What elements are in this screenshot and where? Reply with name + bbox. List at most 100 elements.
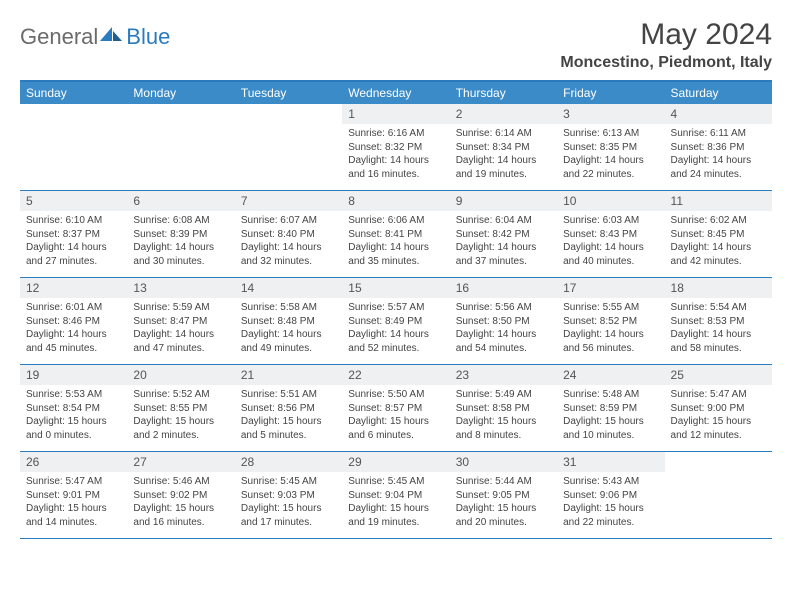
day-cell: 12Sunrise: 6:01 AMSunset: 8:46 PMDayligh… <box>20 278 127 364</box>
day-line: Sunrise: 5:51 AM <box>241 388 336 402</box>
day-line: Sunrise: 5:52 AM <box>133 388 228 402</box>
day-number: 15 <box>342 278 449 298</box>
day-line: Sunrise: 5:44 AM <box>456 475 551 489</box>
day-cell <box>665 452 772 538</box>
day-number: 14 <box>235 278 342 298</box>
day-body: Sunrise: 5:56 AMSunset: 8:50 PMDaylight:… <box>450 298 557 361</box>
day-body: Sunrise: 5:55 AMSunset: 8:52 PMDaylight:… <box>557 298 664 361</box>
header: General Blue May 2024 Moncestino, Piedmo… <box>20 18 772 72</box>
day-number: 2 <box>450 104 557 124</box>
day-cell: 30Sunrise: 5:44 AMSunset: 9:05 PMDayligh… <box>450 452 557 538</box>
day-line: Sunrise: 6:10 AM <box>26 214 121 228</box>
day-body: Sunrise: 5:47 AMSunset: 9:00 PMDaylight:… <box>665 385 772 448</box>
day-line: and 37 minutes. <box>456 255 551 269</box>
month-title: May 2024 <box>560 18 772 52</box>
day-body <box>127 110 234 119</box>
day-body: Sunrise: 5:44 AMSunset: 9:05 PMDaylight:… <box>450 472 557 535</box>
day-body: Sunrise: 5:52 AMSunset: 8:55 PMDaylight:… <box>127 385 234 448</box>
day-line: Daylight: 14 hours <box>348 154 443 168</box>
day-number: 29 <box>342 452 449 472</box>
day-body: Sunrise: 5:53 AMSunset: 8:54 PMDaylight:… <box>20 385 127 448</box>
day-number: 13 <box>127 278 234 298</box>
day-line: Daylight: 15 hours <box>241 415 336 429</box>
day-line: Sunset: 8:55 PM <box>133 402 228 416</box>
day-line: Sunrise: 5:58 AM <box>241 301 336 315</box>
day-line: Sunset: 9:05 PM <box>456 489 551 503</box>
day-line: Sunrise: 5:55 AM <box>563 301 658 315</box>
day-line: Daylight: 15 hours <box>26 415 121 429</box>
day-line: Daylight: 14 hours <box>133 241 228 255</box>
day-line: and 49 minutes. <box>241 342 336 356</box>
day-number: 10 <box>557 191 664 211</box>
day-number: 3 <box>557 104 664 124</box>
day-line: Daylight: 14 hours <box>563 154 658 168</box>
day-line: Sunrise: 5:48 AM <box>563 388 658 402</box>
day-number: 9 <box>450 191 557 211</box>
dow-cell: Saturday <box>665 82 772 104</box>
day-cell: 6Sunrise: 6:08 AMSunset: 8:39 PMDaylight… <box>127 191 234 277</box>
day-line: Sunset: 9:01 PM <box>26 489 121 503</box>
day-line: Sunrise: 6:16 AM <box>348 127 443 141</box>
day-line: Daylight: 14 hours <box>563 328 658 342</box>
day-line: Sunset: 8:32 PM <box>348 141 443 155</box>
day-body: Sunrise: 5:43 AMSunset: 9:06 PMDaylight:… <box>557 472 664 535</box>
logo: General Blue <box>20 18 170 50</box>
day-number: 23 <box>450 365 557 385</box>
day-line: Sunrise: 5:47 AM <box>671 388 766 402</box>
day-line: and 56 minutes. <box>563 342 658 356</box>
day-body: Sunrise: 6:03 AMSunset: 8:43 PMDaylight:… <box>557 211 664 274</box>
day-cell: 16Sunrise: 5:56 AMSunset: 8:50 PMDayligh… <box>450 278 557 364</box>
day-line: Daylight: 15 hours <box>26 502 121 516</box>
day-line: Daylight: 14 hours <box>241 328 336 342</box>
day-line: Daylight: 14 hours <box>671 328 766 342</box>
day-line: Sunset: 8:50 PM <box>456 315 551 329</box>
day-line: and 27 minutes. <box>26 255 121 269</box>
day-line: and 32 minutes. <box>241 255 336 269</box>
day-line: Sunrise: 6:03 AM <box>563 214 658 228</box>
day-line: Sunrise: 6:07 AM <box>241 214 336 228</box>
day-number: 27 <box>127 452 234 472</box>
day-line: Sunset: 8:43 PM <box>563 228 658 242</box>
day-line: Sunrise: 6:11 AM <box>671 127 766 141</box>
day-line: Sunset: 8:54 PM <box>26 402 121 416</box>
day-number: 4 <box>665 104 772 124</box>
dow-cell: Thursday <box>450 82 557 104</box>
dow-cell: Monday <box>127 82 234 104</box>
day-line: and 47 minutes. <box>133 342 228 356</box>
day-line: and 14 minutes. <box>26 516 121 530</box>
week-row: 5Sunrise: 6:10 AMSunset: 8:37 PMDaylight… <box>20 191 772 278</box>
day-line: Sunset: 9:06 PM <box>563 489 658 503</box>
day-line: Sunset: 8:57 PM <box>348 402 443 416</box>
day-body: Sunrise: 6:14 AMSunset: 8:34 PMDaylight:… <box>450 124 557 187</box>
day-line: Sunset: 8:35 PM <box>563 141 658 155</box>
calendar: SundayMondayTuesdayWednesdayThursdayFrid… <box>20 80 772 539</box>
day-number: 19 <box>20 365 127 385</box>
day-line: Daylight: 15 hours <box>348 415 443 429</box>
day-number: 17 <box>557 278 664 298</box>
day-line: and 45 minutes. <box>26 342 121 356</box>
day-line: and 35 minutes. <box>348 255 443 269</box>
day-line: Sunset: 8:46 PM <box>26 315 121 329</box>
day-line: Sunset: 9:00 PM <box>671 402 766 416</box>
day-line: Sunrise: 5:43 AM <box>563 475 658 489</box>
day-body: Sunrise: 5:58 AMSunset: 8:48 PMDaylight:… <box>235 298 342 361</box>
day-number: 16 <box>450 278 557 298</box>
day-line: and 20 minutes. <box>456 516 551 530</box>
logo-text-a: General <box>20 24 98 50</box>
day-line: Sunset: 9:04 PM <box>348 489 443 503</box>
day-line: Daylight: 14 hours <box>563 241 658 255</box>
day-body: Sunrise: 5:50 AMSunset: 8:57 PMDaylight:… <box>342 385 449 448</box>
week-row: 1Sunrise: 6:16 AMSunset: 8:32 PMDaylight… <box>20 104 772 191</box>
day-line: Daylight: 15 hours <box>563 415 658 429</box>
day-line: and 17 minutes. <box>241 516 336 530</box>
day-body <box>20 110 127 119</box>
day-number: 12 <box>20 278 127 298</box>
day-line: Daylight: 14 hours <box>456 241 551 255</box>
day-line: Daylight: 14 hours <box>26 328 121 342</box>
day-line: Daylight: 15 hours <box>563 502 658 516</box>
day-line: Sunrise: 5:54 AM <box>671 301 766 315</box>
day-cell <box>235 104 342 190</box>
day-line: Sunrise: 5:45 AM <box>241 475 336 489</box>
day-line: Daylight: 14 hours <box>671 241 766 255</box>
day-line: Daylight: 15 hours <box>456 502 551 516</box>
